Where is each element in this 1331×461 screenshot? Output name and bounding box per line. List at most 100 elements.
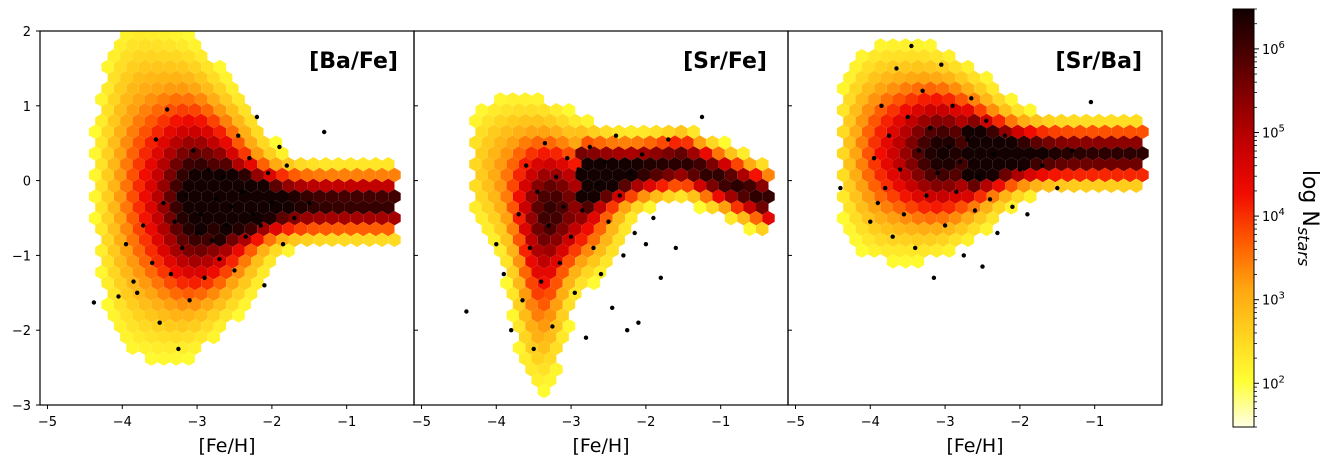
scatter-point: [131, 279, 136, 284]
hexbin-cell: [138, 59, 152, 75]
hexbin-cell: [95, 178, 108, 193]
hexbin-cell: [525, 146, 538, 161]
hexbin-cell: [101, 275, 114, 291]
hexbin-cell: [145, 243, 158, 258]
hexbin-cell: [126, 59, 139, 75]
hexbin-cell: [974, 211, 987, 226]
hexbin-cell: [475, 146, 488, 161]
hexbin-cell: [163, 340, 177, 355]
hexbin-cell: [194, 329, 208, 345]
hexbin-cell: [886, 211, 900, 226]
hexbin-cell: [612, 146, 625, 161]
hexbin-cell: [544, 373, 557, 388]
hexbin-cell: [188, 103, 202, 118]
panel-label: [Sr/Ba]: [1056, 49, 1142, 74]
hexbin-cell: [531, 113, 544, 129]
colorbar-tick-label: 106: [1262, 40, 1285, 58]
hexbin-cell: [126, 81, 139, 96]
hexbin-cell: [618, 157, 632, 172]
hexbin-cell: [905, 200, 918, 215]
hexbin-cell: [930, 157, 943, 172]
hexbin-cell: [232, 113, 245, 129]
scatter-point: [141, 223, 146, 228]
hexbin-cell: [288, 189, 301, 204]
hexbin-cell: [1086, 146, 1099, 161]
scatter-point: [561, 204, 566, 209]
hexbin-cell: [232, 200, 245, 215]
hexbin-cell: [95, 157, 108, 172]
hexbin-cell: [244, 243, 258, 258]
hexbin-cell: [550, 297, 563, 312]
scatter-point: [1025, 212, 1030, 217]
hexbin-cell: [581, 113, 594, 129]
hexbin-cell: [132, 329, 145, 345]
hexbin-cell: [986, 81, 999, 96]
hexbin-cell: [992, 178, 1006, 193]
hexbin-cell: [974, 167, 987, 183]
hexbin-cell: [949, 189, 962, 204]
hexbin-cell: [550, 362, 563, 377]
scatter-point: [277, 144, 282, 150]
scatter-point: [153, 137, 159, 142]
plot-frame: [787, 30, 1163, 406]
hexbin-cell: [126, 254, 139, 269]
scatter-point: [292, 215, 297, 221]
scatter-point: [1002, 133, 1008, 138]
hexbin-cell: [481, 135, 495, 150]
hexbin-cell: [263, 189, 276, 204]
hexbin-cell: [151, 59, 164, 75]
hexbin-cell: [999, 167, 1012, 183]
hexbin-cell: [631, 135, 644, 150]
hexbin-cell: [886, 146, 900, 161]
hexbin-cell: [487, 124, 501, 139]
hexbin-cell: [219, 157, 233, 172]
hexbin-cell: [911, 211, 925, 226]
hexbin-cell: [930, 200, 943, 215]
hexbin-cell: [955, 178, 968, 193]
hexbin-cell: [656, 135, 669, 150]
hexbin-cell: [257, 178, 270, 193]
hexbin-cell: [201, 81, 214, 96]
scatter-point: [995, 230, 1000, 236]
hexbin-cell: [188, 81, 202, 96]
hexbin-cell: [157, 70, 170, 85]
hexbin-cell: [868, 70, 881, 85]
x-tick-label: −1: [337, 415, 356, 430]
hexbin-cell: [132, 157, 145, 172]
hexbin-cell: [1117, 113, 1130, 129]
hexbin-cell: [294, 200, 308, 215]
hexbin-cell: [132, 113, 145, 129]
hexbin-cell: [1024, 103, 1037, 118]
hexbin-cell: [207, 92, 220, 107]
scatter-point: [961, 253, 966, 258]
hexbin-cell: [469, 178, 482, 193]
hexbin-cell: [861, 146, 875, 161]
hexbin-cell: [693, 135, 707, 150]
hexbin-cell: [581, 157, 594, 172]
hexbin-cell: [855, 200, 869, 215]
hexbin-cell: [176, 124, 189, 139]
colorbar-tick-label: 105: [1262, 123, 1285, 141]
hexbin-cell: [855, 49, 869, 64]
hexbin-cell: [924, 81, 937, 96]
hexbin-cell: [163, 189, 177, 204]
hexbin-cell: [980, 157, 993, 172]
hexbin-cell: [500, 103, 513, 118]
hexbin-cell: [942, 178, 956, 193]
hexbin-cell: [531, 329, 544, 345]
hexbin-cell: [537, 103, 551, 118]
hexbin-cell: [568, 243, 582, 258]
hexbin-cell: [924, 211, 937, 226]
hexbin-cell: [494, 221, 507, 237]
hexbin-cell: [874, 38, 887, 53]
x-tick-label: −2: [262, 415, 281, 430]
hexbin-cell: [276, 211, 289, 226]
hexbin-cell: [163, 297, 177, 312]
hexbin-cell: [905, 135, 918, 150]
hexbin-cell: [1011, 189, 1024, 204]
hexbin-cell: [163, 81, 177, 96]
scatter-point: [501, 271, 506, 277]
hexbin-cell: [581, 178, 594, 193]
hexbin-cell: [967, 221, 981, 237]
hexbin-cell: [618, 135, 632, 150]
